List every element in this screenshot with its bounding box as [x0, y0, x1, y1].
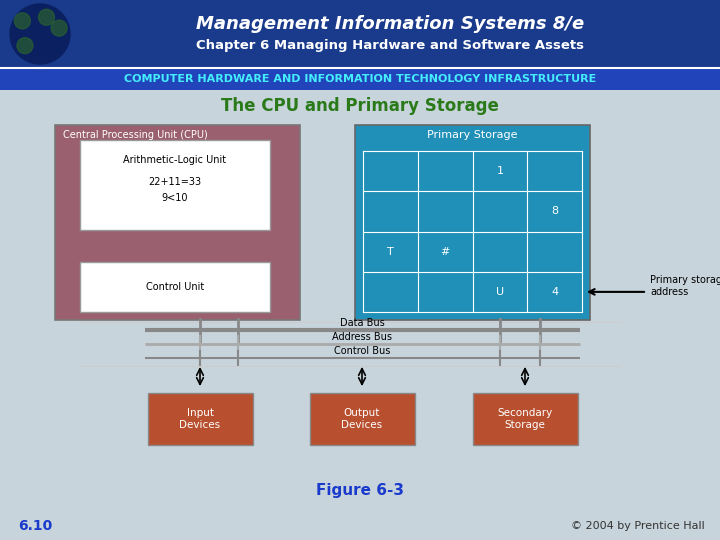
Circle shape — [17, 38, 33, 53]
Text: 4: 4 — [551, 287, 558, 297]
Text: 8: 8 — [551, 206, 558, 217]
Text: Secondary
Storage: Secondary Storage — [498, 408, 553, 430]
Bar — [80, 140, 270, 230]
Text: Arithmetic-Logic Unit: Arithmetic-Logic Unit — [123, 155, 227, 165]
Bar — [355, 125, 590, 320]
Bar — [0, 68, 720, 90]
Bar — [55, 125, 300, 320]
Text: Output
Devices: Output Devices — [341, 408, 382, 430]
Text: Data Bus: Data Bus — [340, 318, 385, 328]
Text: U: U — [496, 287, 504, 297]
Bar — [148, 393, 253, 445]
Text: 22+11=33: 22+11=33 — [148, 177, 202, 187]
Text: © 2004 by Prentice Hall: © 2004 by Prentice Hall — [571, 521, 705, 531]
Text: Primary Storage: Primary Storage — [427, 130, 518, 140]
Text: Input
Devices: Input Devices — [179, 408, 220, 430]
Text: Management Information Systems 8/e: Management Information Systems 8/e — [196, 15, 584, 33]
Text: Control Unit: Control Unit — [146, 282, 204, 292]
Text: T: T — [387, 247, 394, 256]
Bar — [310, 393, 415, 445]
Text: Address Bus: Address Bus — [333, 332, 392, 342]
Bar — [472, 393, 577, 445]
Circle shape — [51, 20, 67, 36]
Circle shape — [10, 4, 70, 64]
Text: Figure 6-3: Figure 6-3 — [316, 483, 404, 497]
Text: 6.10: 6.10 — [18, 519, 53, 533]
Text: Primary storage
address: Primary storage address — [650, 275, 720, 296]
Text: #: # — [441, 247, 450, 256]
Text: The CPU and Primary Storage: The CPU and Primary Storage — [221, 97, 499, 115]
Bar — [80, 262, 270, 312]
Text: Central Processing Unit (CPU): Central Processing Unit (CPU) — [63, 130, 208, 140]
Bar — [0, 0, 720, 68]
Text: 9<10: 9<10 — [162, 193, 188, 203]
Text: COMPUTER HARDWARE AND INFORMATION TECHNOLOGY INFRASTRUCTURE: COMPUTER HARDWARE AND INFORMATION TECHNO… — [124, 74, 596, 84]
Text: Chapter 6 Managing Hardware and Software Assets: Chapter 6 Managing Hardware and Software… — [196, 39, 584, 52]
Circle shape — [39, 9, 55, 25]
Circle shape — [14, 13, 30, 29]
Text: 1: 1 — [496, 166, 503, 176]
Text: Control Bus: Control Bus — [334, 346, 391, 356]
